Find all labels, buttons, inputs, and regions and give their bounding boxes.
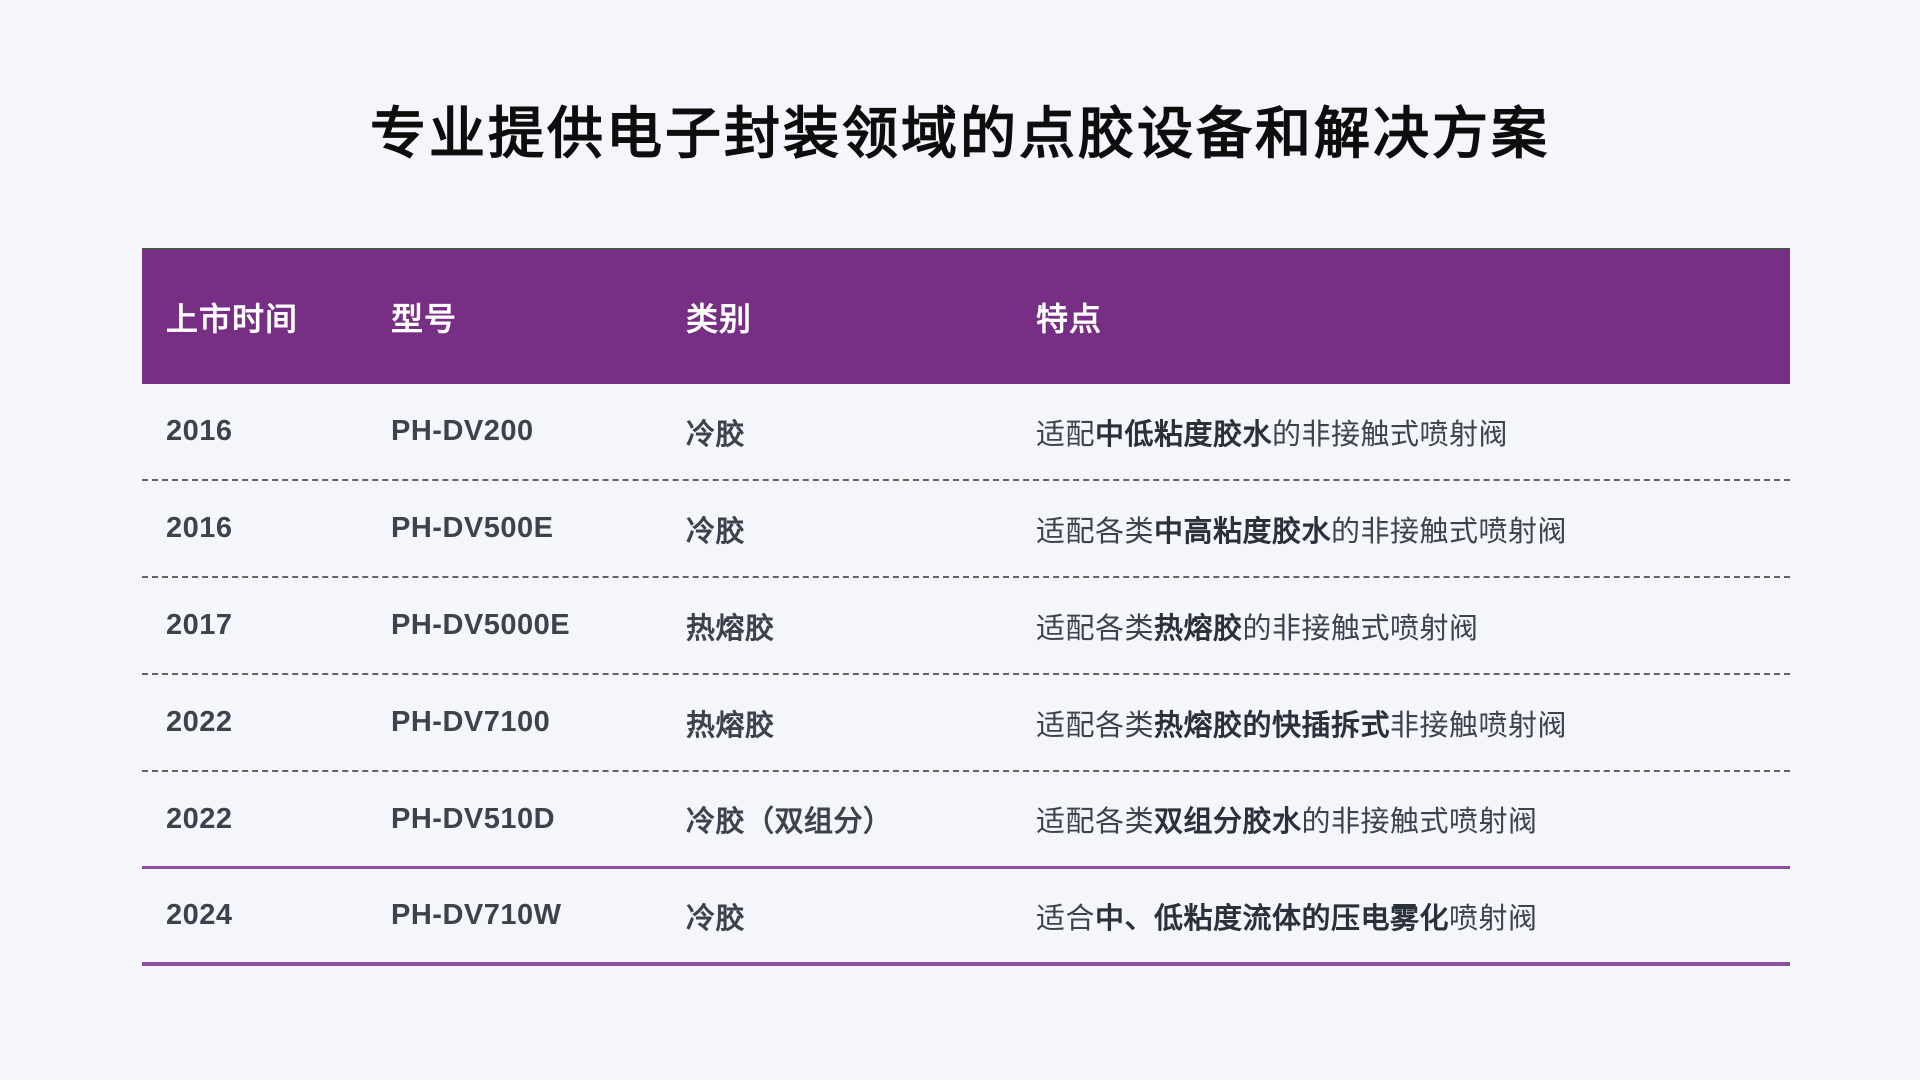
feature-highlight: 热熔胶的快插拆式 [1154,709,1391,742]
feature-text: 适配各类 [1036,709,1155,742]
cell-feature: 适配各类热熔胶的快插拆式非接触喷射阀 [1012,702,1790,744]
cell-category: 冷胶 [686,515,746,548]
table-header-row: 上市时间 型号 类别 特点 [142,248,1790,384]
cell-launch-year: 2024 [166,899,233,931]
cell-model: PH-DV510D [391,802,556,835]
feature-highlight: 中、低粘度流体的压电雾化 [1095,902,1450,935]
cell-feature: 适配各类双组分胶水的非接触式喷射阀 [1012,798,1790,840]
feature-text: 的非接触式喷射阀 [1301,806,1538,838]
cell-launch-year: 2016 [166,512,233,544]
table-row: 2016 PH-DV200 冷胶 适配中低粘度胶水的非接触式喷射阀 [142,384,1790,481]
feature-text: 非接触喷射阀 [1390,709,1568,742]
feature-highlight: 热熔胶 [1154,612,1243,645]
cell-model: PH-DV7100 [391,706,551,738]
feature-highlight: 中低粘度胶水 [1095,418,1273,451]
cell-category: 热熔胶 [686,612,775,645]
feature-text: 适配各类 [1036,612,1155,645]
product-table: 上市时间 型号 类别 特点 2016 PH-DV200 冷胶 适配中低粘度胶水的… [142,248,1790,966]
feature-text: 的非接触式喷射阀 [1242,612,1479,645]
cell-category: 冷胶 [686,902,746,935]
table-row: 2016 PH-DV500E 冷胶 适配各类中高粘度胶水的非接触式喷射阀 [142,481,1790,578]
cell-feature: 适合中、低粘度流体的压电雾化喷射阀 [1012,895,1790,937]
header-category: 类别 [686,301,753,337]
page-title: 专业提供电子封装领域的点胶设备和解决方案 [370,102,1550,165]
table-body: 2016 PH-DV200 冷胶 适配中低粘度胶水的非接触式喷射阀 2016 P… [142,384,1790,966]
feature-text: 适配各类 [1036,806,1155,838]
cell-model: PH-DV500E [391,512,554,544]
feature-text: 适配 [1036,418,1096,451]
cell-category: 热熔胶 [686,709,775,742]
table-row: 2022 PH-DV510D 冷胶（双组分） 适配各类双组分胶水的非接触式喷射阀 [142,772,1790,869]
feature-highlight: 中高粘度胶水 [1154,515,1332,548]
table-row: 2024 PH-DV710W 冷胶 适合中、低粘度流体的压电雾化喷射阀 [142,869,1790,966]
cell-feature: 适配各类热熔胶的非接触式喷射阀 [1012,605,1790,647]
feature-text: 的非接触式喷射阀 [1331,515,1568,548]
cell-launch-year: 2016 [166,415,233,447]
feature-highlight: 双组分胶水 [1154,806,1302,838]
feature-text: 喷射阀 [1449,902,1538,935]
cell-category: 冷胶（双组分） [686,806,893,838]
table-row: 2017 PH-DV5000E 热熔胶 适配各类热熔胶的非接触式喷射阀 [142,578,1790,675]
cell-feature: 适配各类中高粘度胶水的非接触式喷射阀 [1012,508,1790,550]
feature-text: 适合 [1036,902,1096,935]
header-features: 特点 [1036,301,1103,337]
cell-launch-year: 2022 [166,706,233,738]
feature-text: 的非接触式喷射阀 [1272,418,1509,451]
cell-feature: 适配中低粘度胶水的非接触式喷射阀 [1012,411,1790,453]
header-launch-time: 上市时间 [166,301,299,337]
cell-model: PH-DV200 [391,415,534,447]
cell-launch-year: 2017 [166,609,233,641]
cell-model: PH-DV710W [391,899,562,931]
cell-model: PH-DV5000E [391,609,571,641]
cell-launch-year: 2022 [166,802,233,835]
cell-category: 冷胶 [686,418,746,451]
page: 专业提供电子封装领域的点胶设备和解决方案 上市时间 型号 类别 特点 2016 … [0,104,1920,1080]
header-model: 型号 [391,301,458,337]
table-row: 2022 PH-DV7100 热熔胶 适配各类热熔胶的快插拆式非接触喷射阀 [142,675,1790,772]
feature-text: 适配各类 [1036,515,1155,548]
